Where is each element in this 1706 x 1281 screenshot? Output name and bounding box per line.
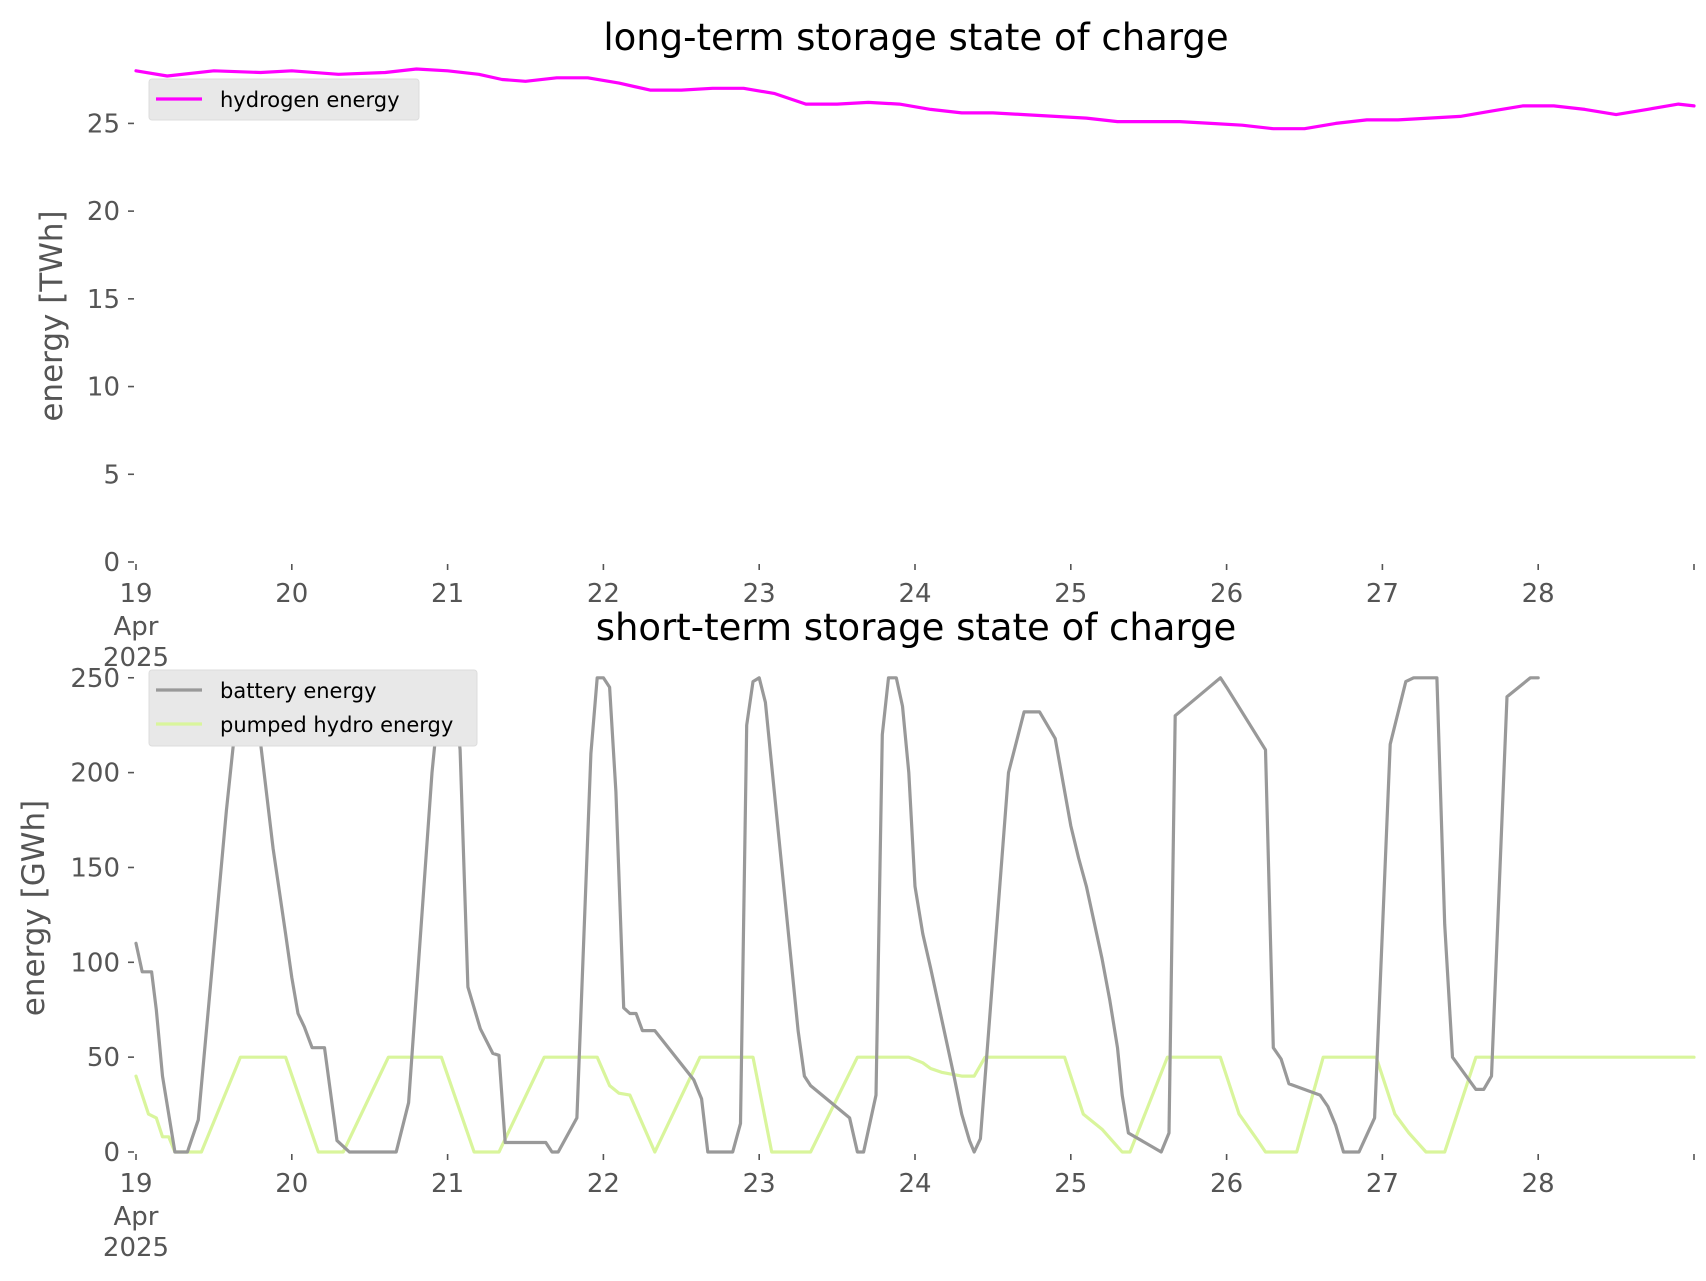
bottom-xtick-sublabel: Apr (114, 1202, 159, 1232)
bottom-ytick-label: 250 (70, 664, 120, 694)
top-legend-label: hydrogen energy (220, 88, 400, 112)
bottom-xtick-label: 24 (898, 1169, 931, 1199)
bottom-legend-label: battery energy (220, 679, 377, 703)
hydrogen-energy-line (134, 67, 1696, 131)
pumped-hydro-energy-line (134, 1055, 1696, 1154)
bottom-ytick-label: 100 (70, 948, 120, 978)
battery-energy-line (134, 676, 1540, 1154)
top-chart-ylabel: energy [TWh] (34, 210, 70, 421)
bottom-xtick-label: 25 (1054, 1169, 1087, 1199)
top-xtick-label: 20 (275, 579, 308, 609)
bottom-xtick-label: 23 (743, 1169, 776, 1199)
top-ytick-label: 0 (103, 548, 120, 578)
top-ytick-label: 15 (87, 285, 120, 315)
bottom-chart-title: short-term storage state of charge (596, 606, 1237, 649)
bottom-ytick-label: 150 (70, 853, 120, 883)
top-ytick-label: 25 (87, 109, 120, 139)
bottom-xtick-label: 26 (1210, 1169, 1243, 1199)
bottom-xtick-label: 20 (275, 1169, 308, 1199)
top-xtick-label: 27 (1366, 579, 1399, 609)
top-xtick-sublabel: 2025 (103, 643, 169, 673)
top-ytick-label: 20 (87, 197, 120, 227)
top-xtick-label: 21 (431, 579, 464, 609)
bottom-xtick-label: 28 (1522, 1169, 1555, 1199)
top-xtick-label: 22 (587, 579, 620, 609)
bottom-xtick-label: 21 (431, 1169, 464, 1199)
bottom-chart-ylabel: energy [GWh] (16, 800, 52, 1016)
bottom-xtick-label: 19 (119, 1169, 152, 1199)
top-xtick-sublabel: Apr (114, 612, 159, 642)
bottom-legend-label: pumped hydro energy (220, 713, 453, 737)
bottom-xtick-sublabel: 2025 (103, 1233, 169, 1263)
top-chart-title: long-term storage state of charge (603, 16, 1228, 59)
top-xtick-label: 26 (1210, 579, 1243, 609)
bottom-ytick-label: 200 (70, 759, 120, 789)
top-legend-box (148, 78, 420, 121)
top-xtick-label: 23 (743, 579, 776, 609)
top-xtick-label: 24 (898, 579, 931, 609)
top-xtick-label: 19 (119, 579, 152, 609)
top-xtick-label: 28 (1522, 579, 1555, 609)
bottom-ytick-label: 50 (87, 1043, 120, 1073)
top-ytick-label: 10 (87, 373, 120, 403)
top-xtick-label: 25 (1054, 579, 1087, 609)
bottom-ytick-label: 0 (103, 1138, 120, 1168)
bottom-legend-box (148, 669, 478, 747)
bottom-xtick-label: 22 (587, 1169, 620, 1199)
bottom-xtick-label: 27 (1366, 1169, 1399, 1199)
top-ytick-label: 5 (103, 460, 120, 490)
